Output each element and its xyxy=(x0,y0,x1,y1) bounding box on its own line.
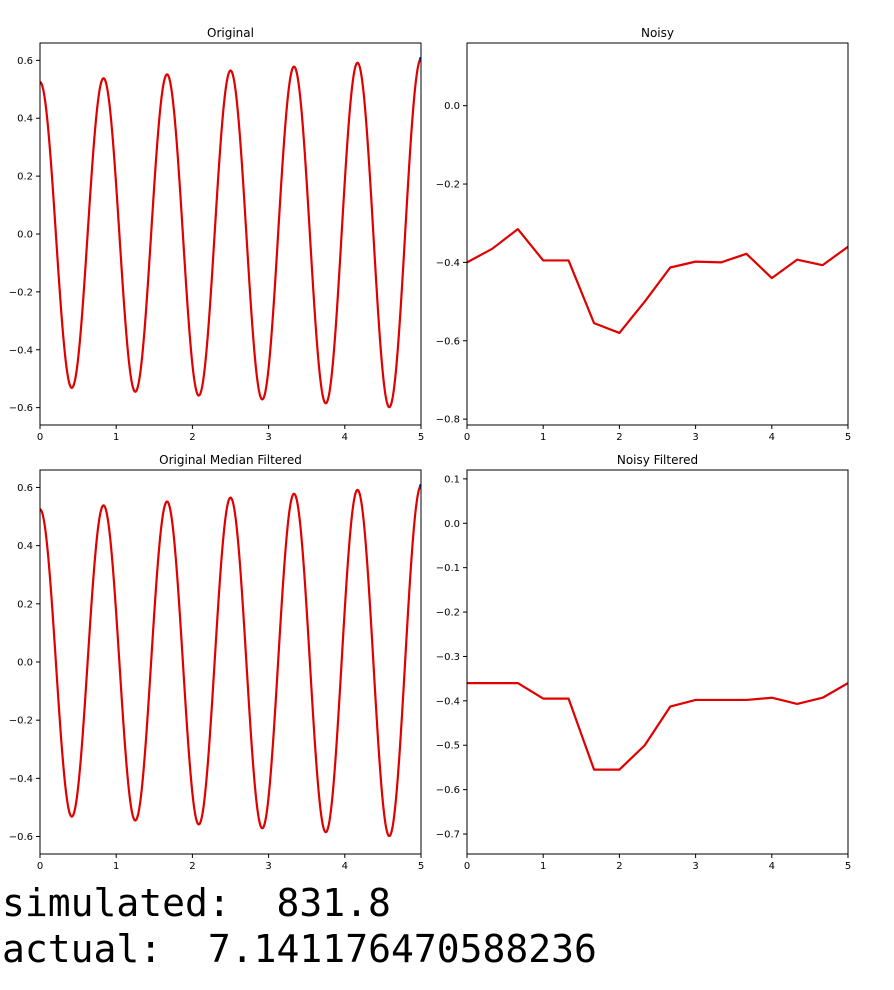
x-tick-label: 0 xyxy=(37,861,43,872)
y-tick-label: −0.3 xyxy=(436,652,460,663)
y-tick-label: −0.1 xyxy=(436,563,460,574)
x-tick-label: 4 xyxy=(769,861,775,872)
x-tick-label: 3 xyxy=(692,432,698,443)
x-tick-label: 2 xyxy=(189,861,195,872)
y-tick-label: 0.6 xyxy=(17,56,33,67)
y-tick-label: 0.0 xyxy=(444,519,460,530)
simulated-readout: simulated: 831.8 xyxy=(2,884,391,922)
y-tick-label: −0.2 xyxy=(9,287,33,298)
y-tick-label: 0.0 xyxy=(17,230,33,241)
x-tick-label: 2 xyxy=(616,861,622,872)
x-tick-label: 5 xyxy=(418,861,424,872)
x-tick-label: 5 xyxy=(845,861,851,872)
actual-value: 7.141176470588236 xyxy=(207,927,597,971)
subplot-noisy: Noisy 0 1 2 3 4 5 −0.8 −0.6 −0.4 −0.2 0.0 xyxy=(436,26,851,443)
y-tick-label: −0.2 xyxy=(9,716,33,727)
chart-title: Noisy Filtered xyxy=(617,453,698,467)
x-tick-label: 2 xyxy=(616,432,622,443)
x-tick-label: 0 xyxy=(464,432,470,443)
y-tick-label: 0.4 xyxy=(17,114,33,125)
y-tick-label: 0.2 xyxy=(17,599,33,610)
simulated-label: simulated: xyxy=(2,881,231,925)
y-tick-label: −0.2 xyxy=(436,180,460,191)
x-tick-label: 0 xyxy=(37,432,43,443)
x-tick-label: 1 xyxy=(113,432,119,443)
y-tick-label: −0.6 xyxy=(9,403,33,414)
y-tick-label: 0.0 xyxy=(17,658,33,669)
axes-frame xyxy=(466,42,849,426)
y-tick-label: 0.2 xyxy=(17,172,33,183)
simulated-value: 831.8 xyxy=(276,881,391,925)
x-tick-label: 4 xyxy=(342,861,348,872)
actual-label: actual: xyxy=(2,927,163,971)
series-line xyxy=(467,228,848,335)
x-tick-label: 1 xyxy=(540,861,546,872)
x-tick-label: 5 xyxy=(845,432,851,443)
chart-title: Noisy xyxy=(641,26,674,40)
x-tick-label: 3 xyxy=(265,432,271,443)
series-line xyxy=(40,484,421,838)
plot-area xyxy=(40,483,421,838)
x-tick-label: 3 xyxy=(692,861,698,872)
chart-title: Original Median Filtered xyxy=(159,453,302,467)
y-tick-label: −0.8 xyxy=(436,415,460,426)
y-tick-label: −0.4 xyxy=(9,774,33,785)
subplot-original: Original 0 1 2 3 4 5 −0.6 −0.4 −0.2 0.0 0.2 0.4 0.6 xyxy=(9,26,424,443)
y-tick-label: 0.4 xyxy=(17,541,33,552)
y-tick-label: −0.4 xyxy=(436,696,460,707)
y-tick-label: −0.6 xyxy=(436,785,460,796)
y-tick-label: 0.6 xyxy=(17,483,33,494)
x-tick-label: 5 xyxy=(418,432,424,443)
x-tick-label: 2 xyxy=(189,432,195,443)
x-tick-label: 3 xyxy=(265,861,271,872)
series-marker xyxy=(418,56,421,62)
series-line xyxy=(40,57,421,409)
subplot-original-median-filtered: Original Median Filtered 0 1 2 3 4 5 −0.6 −0.4 −0… xyxy=(9,453,424,872)
y-tick-label: −0.4 xyxy=(9,345,33,356)
plot-area xyxy=(467,228,848,335)
y-tick-label: −0.6 xyxy=(9,832,33,843)
x-tick-label: 4 xyxy=(769,432,775,443)
actual-readout: actual: 7.141176470588236 xyxy=(2,930,597,968)
series-line xyxy=(467,681,848,771)
axes-frame xyxy=(466,469,849,855)
plot-area xyxy=(467,681,848,771)
subplot-noisy-filtered: Noisy Filtered 0 1 2 3 4 5 −0.7 −0.6 −0.5 −0.4 −0.3… xyxy=(436,453,851,872)
x-tick-label: 1 xyxy=(113,861,119,872)
y-tick-label: 0.0 xyxy=(444,101,460,112)
y-tick-label: −0.4 xyxy=(436,258,460,269)
y-tick-label: −0.2 xyxy=(436,608,460,619)
x-tick-label: 4 xyxy=(342,432,348,443)
x-tick-label: 0 xyxy=(464,861,470,872)
figure: Original 0 1 2 3 4 5 −0.6 −0.4 −0.2 0.0 0.2 0.4 0.6 N… xyxy=(9,26,851,872)
y-tick-label: 0.1 xyxy=(444,474,460,485)
plot-area xyxy=(40,56,421,409)
y-tick-label: −0.5 xyxy=(436,741,460,752)
y-tick-label: −0.7 xyxy=(436,830,460,841)
chart-title: Original xyxy=(207,26,254,40)
series-marker xyxy=(418,483,421,489)
y-tick-label: −0.6 xyxy=(436,336,460,347)
x-tick-label: 1 xyxy=(540,432,546,443)
